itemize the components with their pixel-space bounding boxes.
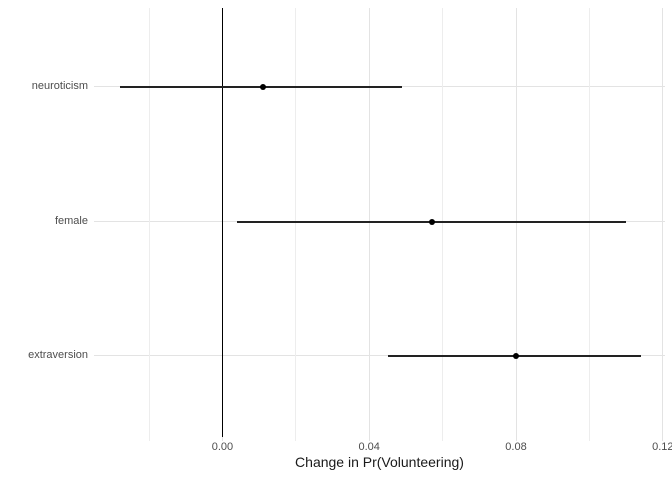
v-gridline-minor: [295, 8, 297, 441]
point-estimate: [428, 218, 435, 225]
point-estimate: [513, 352, 519, 359]
point-estimate: [259, 83, 266, 90]
x-tick-label: 0.08: [505, 441, 527, 453]
v-gridline-minor: [588, 8, 590, 441]
y-axis-label: extraversion: [28, 348, 88, 361]
v-gridline-major: [368, 8, 370, 441]
x-tick-label: 0.00: [211, 441, 234, 453]
h-gridline: [94, 355, 665, 357]
v-gridline-major: [662, 8, 664, 441]
v-gridline-minor: [148, 8, 150, 441]
zero-reference-line: [221, 8, 224, 437]
x-tick-label: 0.12: [652, 441, 672, 453]
v-gridline-major: [515, 8, 517, 441]
y-axis-label: neuroticism: [31, 79, 88, 92]
y-axis-label: female: [54, 214, 88, 227]
v-gridline-minor: [442, 8, 444, 441]
x-axis-title: Change in Pr(Volunteering): [295, 454, 464, 470]
x-tick-label: 0.04: [358, 441, 380, 453]
